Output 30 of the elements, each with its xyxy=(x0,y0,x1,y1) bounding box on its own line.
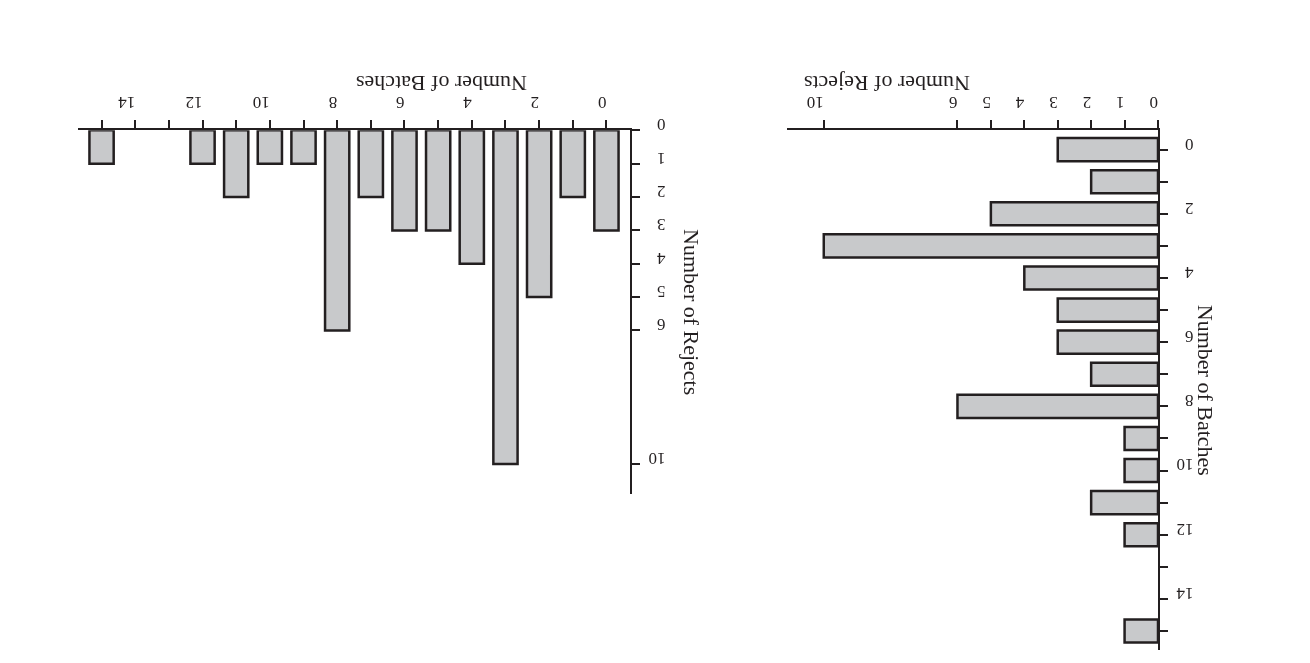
y-tick-label: 12 xyxy=(1176,519,1194,539)
y-tick-label: 5 xyxy=(656,282,666,302)
y-tick-label: 2 xyxy=(1184,198,1194,218)
y-tick-label: 3 xyxy=(656,215,666,235)
x-tick-label: 12 xyxy=(185,92,203,112)
x-tick-label: 2 xyxy=(530,92,540,112)
y-tick-label: 4 xyxy=(1184,262,1194,282)
x-tick-label: 3 xyxy=(1049,92,1058,112)
y-axis-title: Number of Batches xyxy=(1192,304,1218,476)
y-tick-label: 10 xyxy=(648,448,666,468)
y-tick-label: 4 xyxy=(656,248,666,268)
x-tick-label: 14 xyxy=(117,92,136,112)
x-tick-label: 0 xyxy=(597,92,607,112)
x-tick-label: 0 xyxy=(1149,92,1158,112)
y-tick-label: 10 xyxy=(1176,455,1194,475)
x-tick-label: 5 xyxy=(982,92,991,112)
x-tick-label: 4 xyxy=(1015,92,1025,112)
y-tick-label: 2 xyxy=(656,181,666,201)
x-tick-label: 1 xyxy=(1116,92,1125,112)
y-tick-label: 6 xyxy=(656,315,666,335)
x-tick-label: 8 xyxy=(328,92,338,112)
y-tick-label: 8 xyxy=(1184,391,1194,411)
y-tick-label: 1 xyxy=(656,148,666,168)
y-tick-label: 14 xyxy=(1175,583,1194,603)
y-axis-title: Number of Rejects xyxy=(679,229,705,396)
y-tick-label: 0 xyxy=(656,115,666,135)
y-tick-label: 0 xyxy=(1184,134,1194,154)
y-tick-label: 6 xyxy=(1184,327,1194,347)
x-tick-label: 10 xyxy=(252,92,270,112)
x-tick-label: 2 xyxy=(1082,92,1092,112)
